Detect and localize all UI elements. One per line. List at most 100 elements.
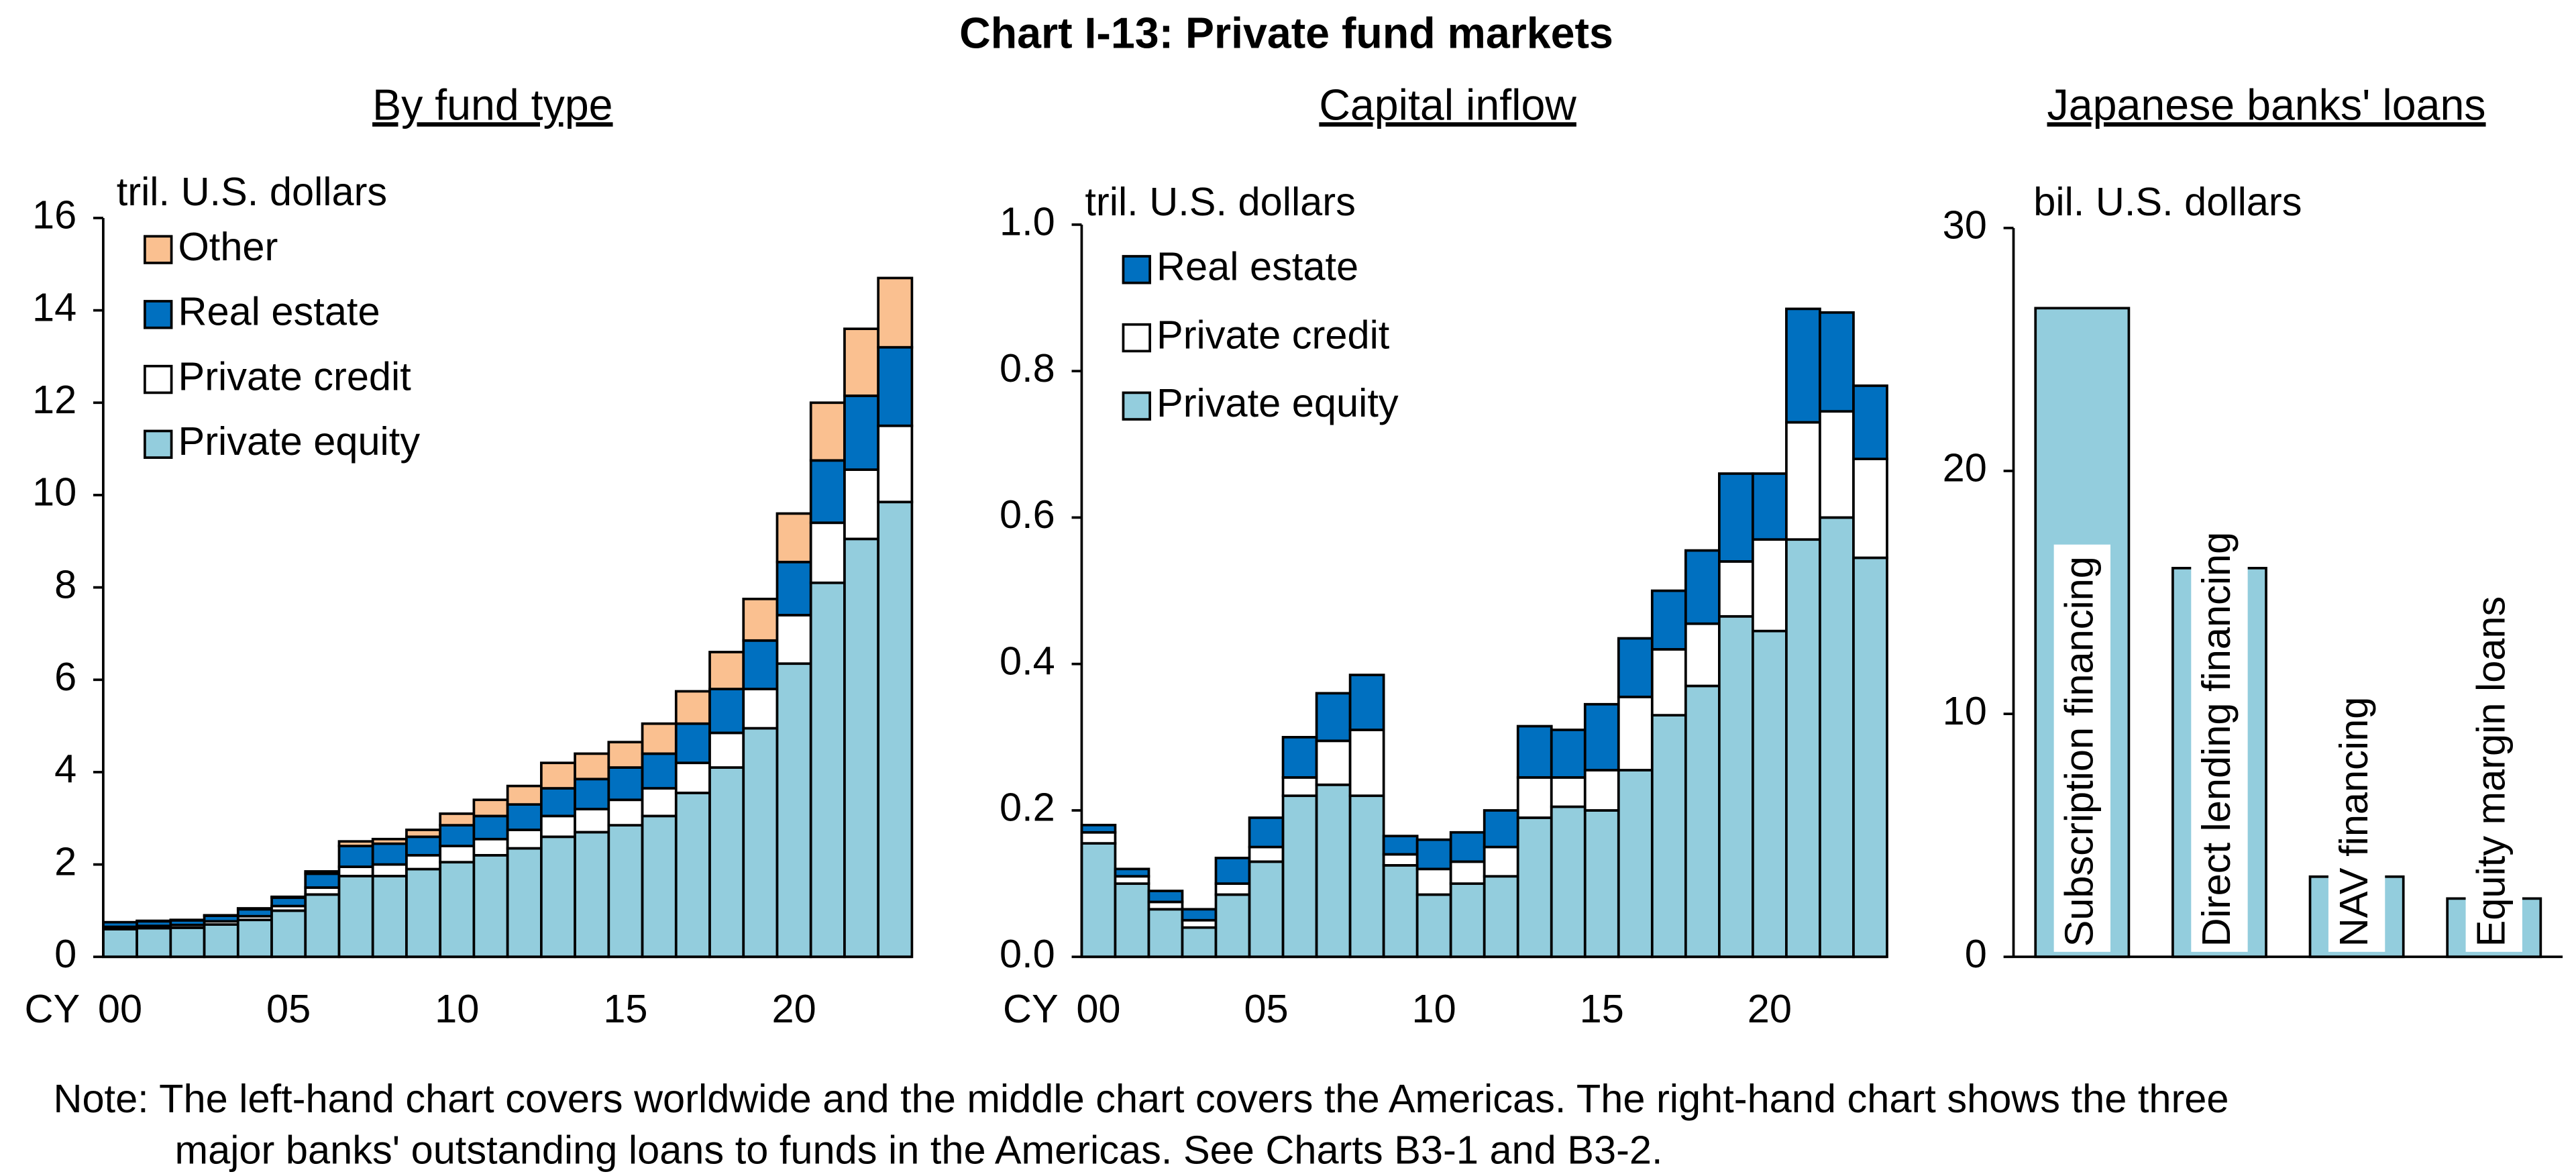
bar-segment	[877, 500, 914, 959]
x-tick-label: 05	[1244, 986, 1288, 1031]
bar-segment	[439, 812, 476, 826]
x-tick-label: 00	[1076, 986, 1120, 1031]
label-background	[2191, 520, 2248, 952]
bar-segment	[1718, 615, 1754, 959]
bar-segment	[574, 778, 610, 810]
legend-label: Private credit	[1157, 312, 1390, 357]
bar-segment	[1114, 882, 1150, 959]
bar-segment	[405, 829, 442, 839]
bar-segment	[574, 831, 610, 959]
chart-title: Chart I-13: Private fund markets	[959, 9, 1613, 58]
bar-segment	[742, 727, 779, 959]
bar-segment	[877, 276, 914, 349]
bar-segment	[1449, 860, 1486, 886]
bar-segment	[236, 907, 273, 911]
y-tick-label: 4	[54, 747, 76, 792]
bar-segment	[102, 920, 138, 928]
bar-segment	[1819, 516, 1855, 959]
bar-segment	[1785, 307, 1821, 424]
bar-segment	[371, 874, 408, 959]
bar-segment	[1785, 538, 1821, 959]
y-axis-unit: bil. U.S. dollars	[2033, 179, 2302, 224]
bar-segment	[472, 853, 509, 959]
bar-segment	[371, 837, 408, 845]
bar-segment	[1382, 864, 1419, 959]
bar-segment	[607, 741, 644, 769]
y-tick-label: 16	[32, 193, 76, 237]
bar-segment	[102, 928, 138, 959]
bar-segment	[405, 835, 442, 857]
bar-segment	[540, 835, 576, 959]
y-axis-unit: tril. U.S. dollars	[1085, 179, 1355, 224]
category-label: NAV financing	[2331, 697, 2376, 947]
bar-segment	[1684, 622, 1721, 688]
y-tick-label: 0	[1965, 931, 1987, 976]
bar-segment	[1348, 674, 1385, 731]
x-axis-label: CY	[1003, 986, 1059, 1031]
bar-segment	[607, 766, 644, 802]
x-tick-label: 10	[1412, 986, 1456, 1031]
bar-segment	[1650, 648, 1687, 716]
bar-segment	[708, 688, 745, 735]
legend-swatch	[144, 429, 173, 460]
bar-segment	[1415, 838, 1452, 871]
legend-label: Real estate	[178, 289, 380, 334]
bar-segment	[641, 787, 678, 818]
note: major banks' outstanding loans to funds …	[175, 1128, 1663, 1173]
bar-segment	[1181, 908, 1218, 922]
bar-segment	[641, 752, 678, 790]
bar-segment	[304, 870, 341, 875]
bar-segment	[574, 752, 610, 781]
bar-segment	[742, 639, 779, 690]
bar-segment	[236, 918, 273, 959]
bar-segment	[641, 722, 678, 755]
bar-segment	[1650, 714, 1687, 959]
y-tick-label: 0.6	[1000, 492, 1055, 537]
subtitle: Japanese banks' loans	[2047, 81, 2486, 129]
bar-segment	[674, 792, 711, 959]
bar-segment	[1483, 845, 1519, 878]
category-label: Direct lending financing	[2194, 532, 2239, 947]
bar-segment	[1080, 823, 1117, 834]
bar-segment	[1382, 853, 1419, 867]
bar-segment	[742, 597, 779, 642]
y-tick-label: 1.0	[1000, 199, 1055, 244]
bar-segment	[1449, 882, 1486, 959]
bar-segment	[371, 842, 408, 866]
bar-segment	[843, 394, 880, 471]
bar-segment	[506, 784, 543, 806]
bar-segment	[877, 424, 914, 504]
x-tick-label: 05	[266, 986, 311, 1031]
bar-segment	[1718, 560, 1754, 618]
bar-segment	[1684, 684, 1721, 959]
x-axis-label: CY	[24, 986, 80, 1031]
legend-label: Private credit	[178, 354, 411, 398]
bar-segment	[1752, 629, 1788, 959]
bar-segment	[1650, 589, 1687, 651]
bar-segment	[337, 874, 374, 959]
legend-label: Other	[178, 224, 278, 269]
y-tick-label: 0.8	[1000, 345, 1055, 390]
bar-segment	[674, 690, 711, 725]
bar-segment	[1415, 867, 1452, 896]
y-tick-label: 12	[32, 377, 76, 422]
bar-segment	[708, 731, 745, 769]
bar-segment	[809, 521, 846, 584]
x-tick-label: 00	[98, 986, 142, 1031]
bar-segment	[337, 845, 374, 868]
x-tick-label: 20	[1748, 986, 1792, 1031]
y-tick-label: 10	[32, 470, 76, 515]
bar-segment	[439, 861, 476, 959]
bar-segment	[1315, 692, 1352, 743]
bar-segment	[439, 824, 476, 847]
bar-segment	[506, 803, 543, 831]
bar-segment	[337, 865, 374, 877]
legend-swatch	[144, 235, 173, 264]
bar-segment	[674, 761, 711, 794]
legend-swatch	[1122, 255, 1151, 284]
y-tick-label: 0.4	[1000, 638, 1055, 683]
bar-segment	[1752, 538, 1788, 633]
bar-segment	[1181, 926, 1218, 959]
y-tick-label: 0	[54, 931, 76, 976]
legend-label: Real estate	[1157, 244, 1358, 289]
